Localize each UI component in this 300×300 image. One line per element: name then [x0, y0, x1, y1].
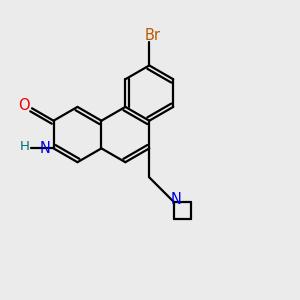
Text: N: N [171, 192, 182, 207]
Text: O: O [18, 98, 29, 113]
Text: H: H [20, 140, 30, 153]
Text: Br: Br [144, 28, 160, 43]
Text: N: N [40, 141, 51, 156]
